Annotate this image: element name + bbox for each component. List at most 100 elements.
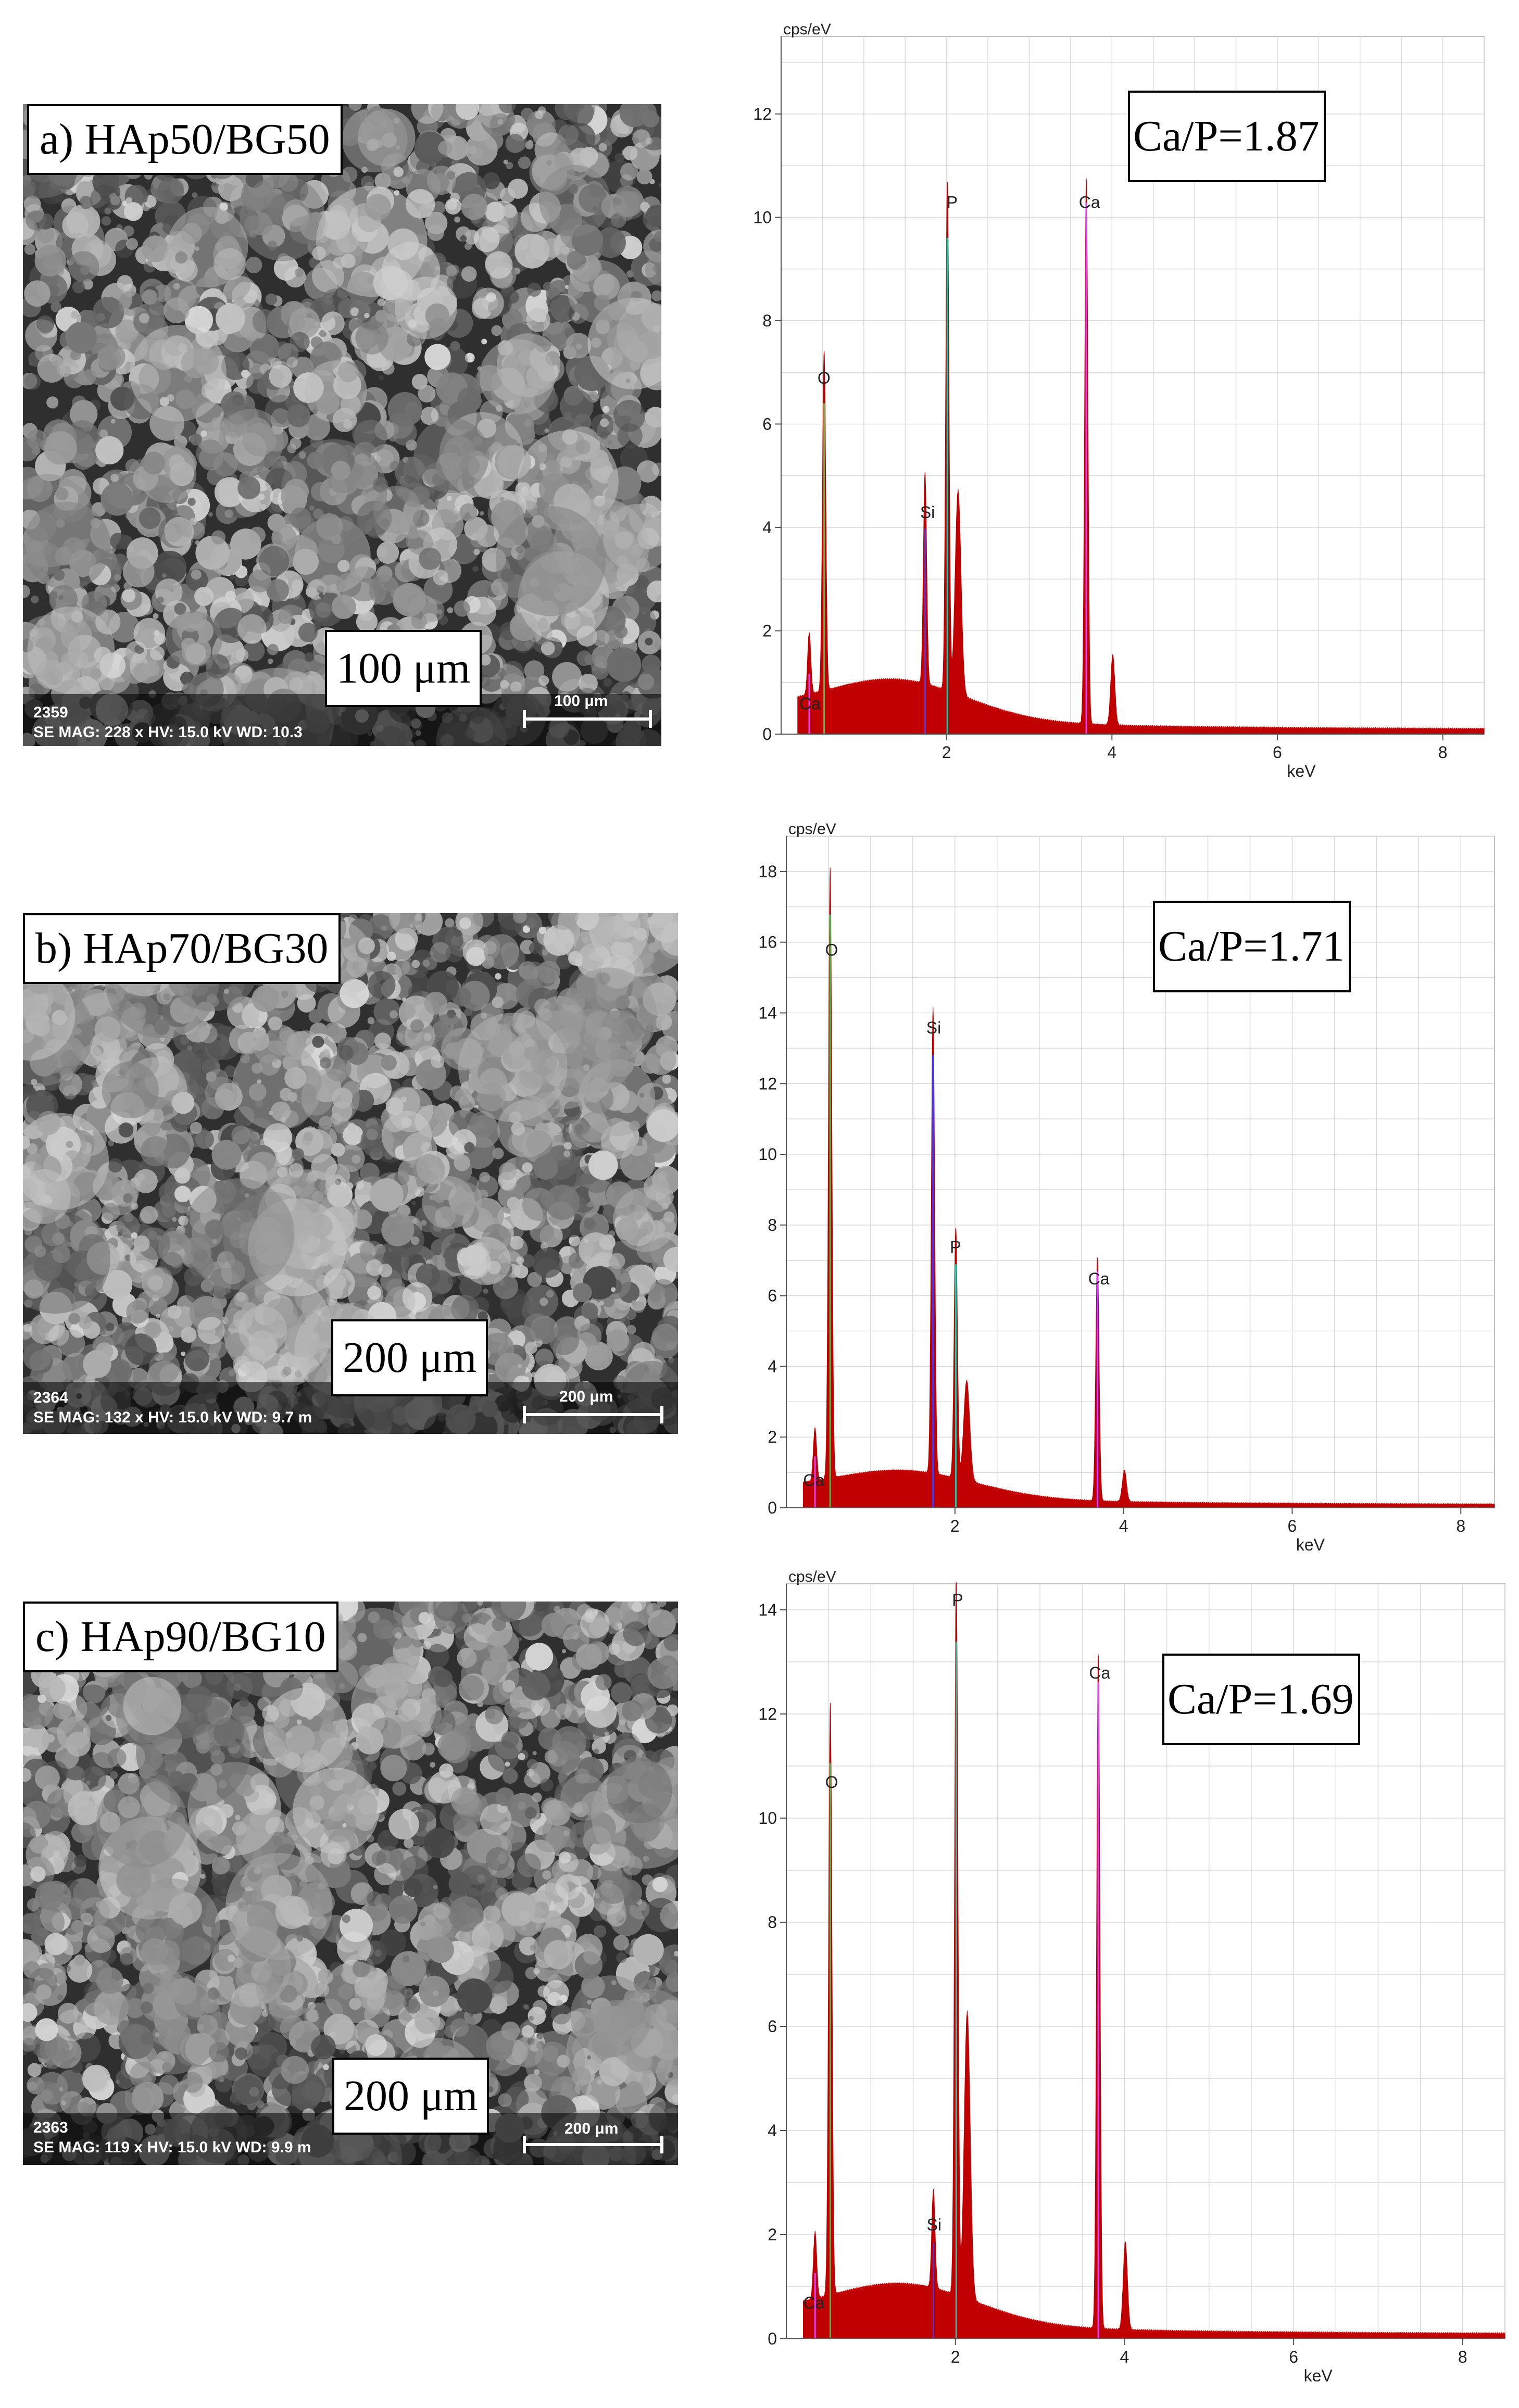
sem-agglomerate <box>529 150 575 196</box>
sem-particle <box>105 1322 115 1332</box>
sem-agglomerate <box>102 1062 159 1119</box>
sem-particle <box>173 435 187 449</box>
sem-particle <box>24 244 36 255</box>
sem-particle <box>563 1150 571 1157</box>
sem-agglomerate <box>568 260 631 324</box>
sem-particle <box>465 133 498 166</box>
sem-particle <box>606 1329 629 1352</box>
sem-particle <box>653 264 661 273</box>
sem-particle <box>339 2048 345 2054</box>
sem-particle <box>26 210 46 231</box>
y-tick-label: 0 <box>762 725 772 743</box>
sem-particle <box>248 526 266 544</box>
sem-particle <box>104 207 112 215</box>
sem-particle <box>350 307 359 317</box>
sem-particle <box>465 243 472 250</box>
sem-particle <box>269 364 292 388</box>
sem-particle <box>620 162 638 181</box>
sem-particle <box>593 630 610 647</box>
sem-particle <box>416 1263 440 1288</box>
sem-particle <box>572 1283 592 1302</box>
sem-agglomerate <box>138 445 197 503</box>
sem-particle <box>614 153 625 163</box>
y-tick-label: 8 <box>768 1216 777 1234</box>
sem-particle <box>164 297 190 323</box>
y-tick-label: 14 <box>758 1003 777 1022</box>
sem-particle <box>110 533 127 550</box>
sem-particle <box>24 373 41 390</box>
sem-particle <box>31 595 39 603</box>
sem-particle <box>298 623 318 642</box>
sem-particle <box>359 1241 374 1256</box>
sem-particle <box>622 148 631 157</box>
sem-particle <box>142 235 169 262</box>
sem-particle <box>92 297 124 329</box>
sem-particle <box>409 923 414 928</box>
sem-particle <box>190 433 202 446</box>
sem-particle <box>393 583 426 616</box>
sem-particle <box>414 132 447 165</box>
sem-particle <box>645 637 653 646</box>
sem-particle <box>248 569 272 592</box>
sem-particle <box>472 287 504 320</box>
sem-particle <box>187 498 196 506</box>
sem-label: a) HAp50/BG50 <box>27 104 343 175</box>
sem-particle <box>450 341 460 351</box>
sem-particle <box>37 354 66 383</box>
sem-particle <box>518 156 531 169</box>
sem-particle <box>46 396 59 409</box>
sem-particle <box>521 961 546 986</box>
sem-particle <box>646 204 661 227</box>
sem-particle <box>51 301 61 312</box>
sem-particle <box>426 166 456 195</box>
sem-particle <box>389 913 423 935</box>
sem-particle <box>541 641 555 655</box>
sem-particle <box>410 1019 424 1033</box>
sem-particle <box>563 1142 572 1150</box>
sem-particle <box>23 585 30 598</box>
sem-particle <box>481 338 487 345</box>
sem-info-id: 2364 <box>33 1389 68 1406</box>
sem-particle <box>174 1167 191 1184</box>
sem-particle <box>483 172 500 190</box>
peak-label: Si <box>926 1018 941 1037</box>
sem-particle <box>543 238 563 258</box>
y-axis-label: cps/eV <box>788 821 836 838</box>
sem-particle <box>184 1346 209 1371</box>
sem-particle <box>527 282 542 297</box>
sem-particle <box>180 1327 197 1343</box>
sem-particle <box>83 1350 111 1379</box>
sem-particle <box>550 989 558 997</box>
x-tick-label: 8 <box>1456 1517 1465 1535</box>
sem-particle <box>391 420 417 446</box>
sem-particle <box>192 192 198 198</box>
sem-particle <box>454 216 460 223</box>
sem-particle <box>498 104 516 114</box>
sem-particle <box>216 304 245 333</box>
sem-particle <box>634 575 649 589</box>
sem-label: b) HAp70/BG30 <box>23 913 341 984</box>
sem-particle <box>190 1121 202 1134</box>
sem-particle <box>115 2079 120 2084</box>
sem-particle <box>646 581 661 602</box>
sem-particle <box>153 550 187 585</box>
sem-particle <box>211 530 226 545</box>
sem-particle <box>246 372 268 394</box>
sem-particle <box>195 540 200 545</box>
sem-particle <box>82 369 97 383</box>
sem-particle <box>219 203 229 211</box>
sem-particle <box>523 1313 551 1341</box>
sem-particle <box>473 226 500 253</box>
x-axis-label: keV <box>1296 1535 1325 1554</box>
sem-particle <box>467 597 497 626</box>
sem-particle <box>381 1213 415 1246</box>
sem-particle <box>224 1065 236 1078</box>
sem-particle <box>345 1182 354 1190</box>
sem-agglomerate <box>223 1274 333 1384</box>
sem-particle <box>197 1317 225 1344</box>
sem-particle <box>338 1045 354 1061</box>
peak-label: Ca <box>799 694 821 713</box>
sem-particle <box>79 196 93 209</box>
sem-particle <box>495 1352 526 1384</box>
sem-particle <box>95 436 124 465</box>
